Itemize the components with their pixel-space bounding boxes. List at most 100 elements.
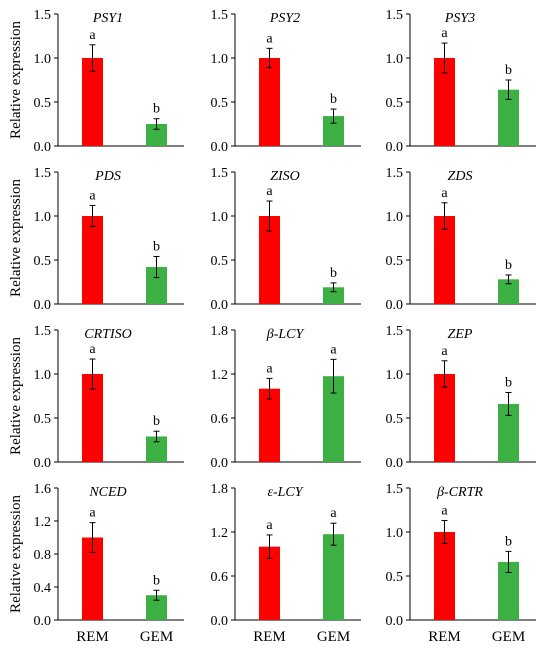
y-axis-label: Relative expression bbox=[8, 495, 24, 613]
panel-title-psy2: PSY2 bbox=[269, 11, 300, 26]
significance-letter: a bbox=[441, 504, 448, 519]
y-tick-label: 0.0 bbox=[34, 298, 52, 313]
y-tick-label: 0.6 bbox=[211, 412, 229, 427]
y-tick-label: 0.5 bbox=[386, 570, 404, 585]
significance-letter: b bbox=[153, 573, 160, 588]
panel-title-zep: ZEP bbox=[448, 327, 473, 342]
bar-gem-zds bbox=[498, 279, 519, 304]
panel-title-ziso: ZISO bbox=[270, 169, 300, 184]
y-tick-label: 0.0 bbox=[211, 456, 229, 471]
y-tick-label: 0.5 bbox=[386, 412, 404, 427]
panel-title-psy1: PSY1 bbox=[92, 11, 123, 26]
y-tick-label: 0.0 bbox=[386, 614, 404, 629]
y-tick-label: 0.8 bbox=[34, 548, 52, 563]
y-tick-label: 1.2 bbox=[211, 368, 229, 383]
panel-title-zds: ZDS bbox=[448, 169, 473, 184]
significance-letter: b bbox=[505, 258, 512, 273]
y-tick-label: 0.0 bbox=[211, 298, 229, 313]
y-tick-label: 0.5 bbox=[386, 96, 404, 111]
y-tick-label: 0.5 bbox=[211, 254, 229, 269]
bar-rem-pds bbox=[82, 216, 103, 304]
y-tick-label: 0.0 bbox=[34, 140, 52, 155]
y-tick-label: 0.0 bbox=[386, 298, 404, 313]
panel-title-psy3: PSY3 bbox=[444, 11, 475, 26]
x-tick-label-rem: REM bbox=[76, 629, 109, 645]
significance-letter: a bbox=[266, 361, 273, 376]
significance-letter: b bbox=[505, 63, 512, 78]
y-tick-label: 0.5 bbox=[34, 96, 52, 111]
bar-rem-crtiso bbox=[82, 374, 103, 462]
bar-rem-psy1 bbox=[82, 58, 103, 146]
significance-letter: a bbox=[89, 188, 96, 203]
panel-title-lcy: ε-LCY bbox=[267, 485, 304, 500]
y-axis-label: Relative expression bbox=[8, 337, 24, 455]
y-tick-label: 1.5 bbox=[386, 8, 404, 23]
significance-letter: b bbox=[153, 239, 160, 254]
y-tick-label: 1.6 bbox=[34, 482, 52, 497]
significance-letter: b bbox=[330, 266, 337, 281]
significance-letter: a bbox=[330, 506, 337, 521]
y-tick-label: 1.0 bbox=[386, 526, 404, 541]
y-tick-label: 0.0 bbox=[211, 140, 229, 155]
panel-title-crtr: β-CRTR bbox=[436, 485, 483, 500]
bar-rem-psy3 bbox=[434, 58, 455, 146]
x-tick-label-rem: REM bbox=[428, 629, 461, 645]
bar-rem-ziso bbox=[259, 216, 280, 304]
y-tick-label: 1.5 bbox=[386, 166, 404, 181]
significance-letter: a bbox=[441, 26, 448, 41]
y-tick-label: 0.0 bbox=[386, 456, 404, 471]
y-tick-label: 1.5 bbox=[34, 8, 52, 23]
significance-letter: b bbox=[505, 375, 512, 390]
significance-letter: b bbox=[330, 92, 337, 107]
significance-letter: a bbox=[89, 506, 96, 521]
bar-gem-nced bbox=[146, 595, 167, 620]
y-tick-label: 1.0 bbox=[386, 368, 404, 383]
significance-letter: a bbox=[330, 342, 337, 357]
significance-letter: b bbox=[153, 102, 160, 117]
significance-letter: a bbox=[266, 31, 273, 46]
bar-rem-psy2 bbox=[259, 58, 280, 146]
panel-title-lcy: β-LCY bbox=[266, 327, 306, 342]
y-tick-label: 0.5 bbox=[34, 254, 52, 269]
x-tick-label-rem: REM bbox=[253, 629, 286, 645]
significance-letter: b bbox=[153, 414, 160, 429]
bar-rem-zds bbox=[434, 216, 455, 304]
significance-letter: a bbox=[441, 344, 448, 359]
bar-gem-ziso bbox=[323, 287, 344, 304]
y-tick-label: 0.6 bbox=[211, 570, 229, 585]
y-tick-label: 1.0 bbox=[386, 210, 404, 225]
y-tick-label: 1.0 bbox=[386, 52, 404, 67]
bar-gem-lcy bbox=[323, 376, 344, 462]
y-axis-label: Relative expression bbox=[8, 21, 24, 139]
bar-gem-psy1 bbox=[146, 124, 167, 146]
y-tick-label: 0.4 bbox=[34, 581, 52, 596]
y-tick-label: 0.0 bbox=[211, 614, 229, 629]
x-tick-label-gem: GEM bbox=[492, 629, 525, 645]
bar-gem-zep bbox=[498, 403, 519, 462]
bar-gem-psy3 bbox=[498, 89, 519, 146]
y-tick-label: 1.2 bbox=[211, 526, 229, 541]
y-tick-label: 1.5 bbox=[386, 324, 404, 339]
significance-letter: a bbox=[266, 518, 273, 533]
bar-rem-crtr bbox=[434, 532, 455, 620]
y-tick-label: 1.5 bbox=[211, 166, 229, 181]
y-tick-label: 1.8 bbox=[211, 482, 229, 497]
y-tick-label: 0.0 bbox=[34, 456, 52, 471]
significance-letter: a bbox=[89, 28, 96, 43]
y-tick-label: 1.5 bbox=[386, 482, 404, 497]
bar-rem-lcy bbox=[259, 388, 280, 462]
bar-rem-nced bbox=[82, 537, 103, 620]
y-tick-label: 1.5 bbox=[211, 8, 229, 23]
significance-letter: a bbox=[266, 184, 273, 199]
panel-title-crtiso: CRTISO bbox=[84, 327, 131, 342]
panel-title-pds: PDS bbox=[94, 169, 121, 184]
bar-gem-psy2 bbox=[323, 116, 344, 146]
y-tick-label: 1.0 bbox=[34, 210, 52, 225]
y-tick-label: 1.0 bbox=[34, 52, 52, 67]
y-tick-label: 0.5 bbox=[34, 412, 52, 427]
y-tick-label: 1.8 bbox=[211, 324, 229, 339]
significance-letter: a bbox=[441, 186, 448, 201]
bar-rem-lcy bbox=[259, 546, 280, 620]
